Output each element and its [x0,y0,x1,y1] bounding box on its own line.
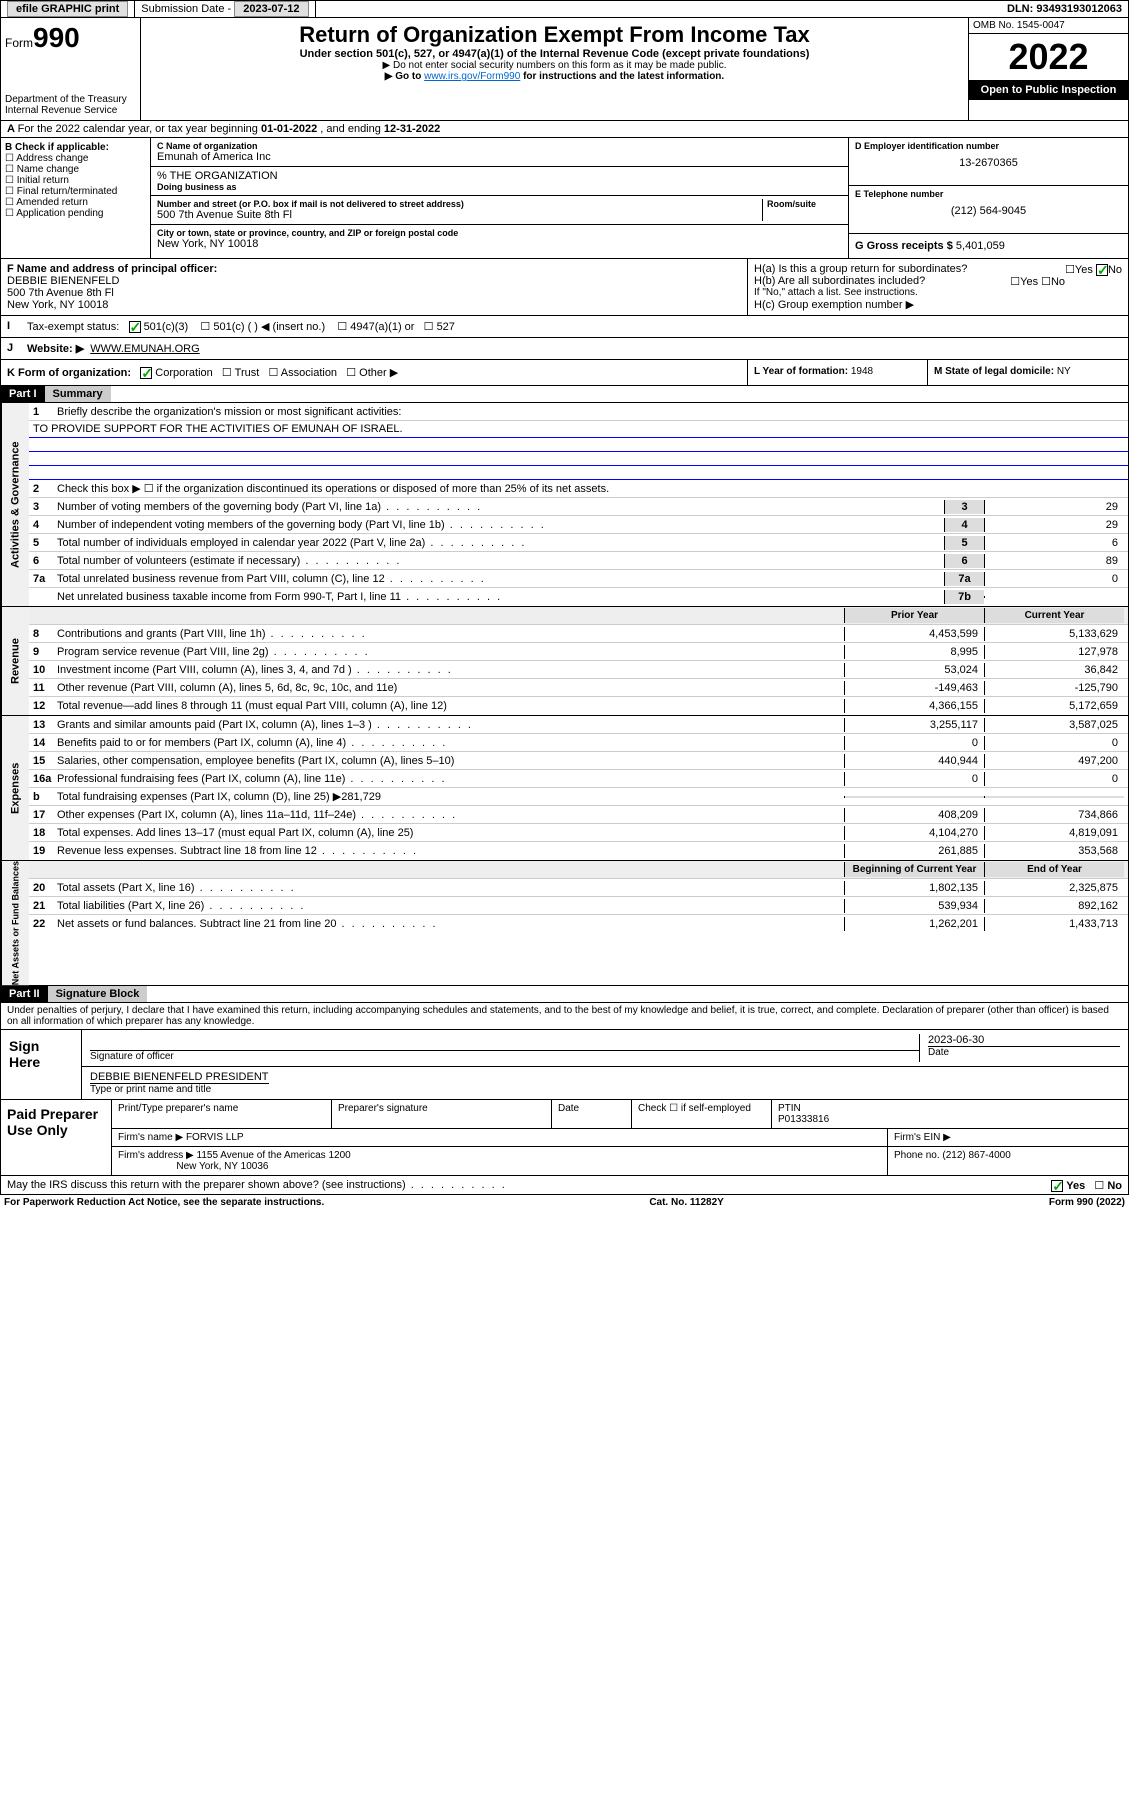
paid-preparer-label: Paid Preparer Use Only [1,1100,111,1175]
ha-row: H(a) Is this a group return for subordin… [754,263,1122,275]
side-netassets: Net Assets or Fund Balances [1,861,29,985]
officer-printed: DEBBIE BIENENFELD PRESIDENT [90,1071,269,1083]
corp-check [140,367,152,379]
tax-year: 2022 [969,34,1128,80]
footer: For Paperwork Reduction Act Notice, see … [0,1195,1129,1210]
side-expenses: Expenses [1,716,29,860]
ptin: P01333816 [778,1114,829,1125]
row-j: J Website: ▶ WWW.EMUNAH.ORG [0,338,1129,360]
submission-date: 2023-07-12 [234,1,308,17]
form-header: Form990 Department of the Treasury Inter… [0,18,1129,121]
dept-label: Department of the Treasury [5,94,136,105]
section-fh: F Name and address of principal officer:… [0,259,1129,316]
submission-cell: Submission Date - 2023-07-12 [135,1,315,17]
form-title: Return of Organization Exempt From Incom… [145,22,964,48]
telephone: (212) 564-9045 [855,199,1122,217]
501c3-check [129,321,141,333]
discuss-yes [1051,1180,1063,1192]
efile-label: efile GRAPHIC print [1,1,135,17]
mission-text: TO PROVIDE SUPPORT FOR THE ACTIVITIES OF… [29,421,1128,438]
firm-phone: (212) 867-4000 [942,1150,1010,1161]
omb-number: OMB No. 1545-0047 [969,18,1128,34]
ein: 13-2670365 [855,151,1122,169]
discuss-row: May the IRS discuss this return with the… [0,1176,1129,1195]
dln-cell: DLN: 93493193012063 [1001,1,1128,17]
part1-title: Summary [45,386,111,402]
form-number: 990 [33,22,80,53]
open-inspection: Open to Public Inspection [969,80,1128,100]
org-name: Emunah of America Inc [157,151,842,163]
revenue-block: Revenue Prior YearCurrent Year 8Contribu… [0,607,1129,716]
expenses-block: Expenses 13Grants and similar amounts pa… [0,716,1129,861]
netassets-block: Net Assets or Fund Balances Beginning of… [0,861,1129,986]
subtitle-1: Under section 501(c), 527, or 4947(a)(1)… [145,48,964,60]
ha-no-check [1096,264,1108,276]
row-klm: K Form of organization: Corporation ☐ Tr… [0,360,1129,386]
sign-here-label: Sign Here [1,1030,81,1099]
section-bcdeg: B Check if applicable: ☐ Address change … [0,138,1129,259]
subtitle-2: ▶ Do not enter social security numbers o… [145,60,964,71]
box-b: B Check if applicable: ☐ Address change … [1,138,151,258]
subtitle-3: ▶ Go to www.irs.gov/Form990 for instruct… [145,71,964,82]
side-activities: Activities & Governance [1,403,29,606]
row-i: I Tax-exempt status: 501(c)(3) ☐ 501(c) … [0,316,1129,338]
website[interactable]: WWW.EMUNAH.ORG [90,343,199,355]
efile-btn[interactable]: efile GRAPHIC print [7,1,128,17]
line-a: A For the 2022 calendar year, or tax yea… [0,121,1129,138]
form990-link[interactable]: www.irs.gov/Form990 [424,71,520,82]
gross-receipts: 5,401,059 [956,240,1005,252]
topbar: efile GRAPHIC print Submission Date - 20… [0,0,1129,18]
side-revenue: Revenue [1,607,29,715]
org-address: 500 7th Avenue Suite 8th Fl [157,209,762,221]
signature-block: Sign Here Signature of officer 2023-06-3… [0,1030,1129,1176]
sig-date: 2023-06-30 [928,1034,1120,1046]
form-prefix: Form [5,36,33,50]
officer-name: DEBBIE BIENENFELD [7,275,119,287]
firm-name: FORVIS LLP [186,1132,244,1143]
part2-title: Signature Block [48,986,148,1002]
part2-header: Part II [1,986,48,1002]
irs-label: Internal Revenue Service [5,105,136,116]
perjury-declaration: Under penalties of perjury, I declare th… [0,1003,1129,1030]
part1-header: Part I [1,386,45,402]
hb-row: H(b) Are all subordinates included? ☐Yes… [754,275,1122,287]
activities-block: Activities & Governance 1Briefly describ… [0,403,1129,607]
hc-row: H(c) Group exemption number ▶ [754,298,1122,311]
